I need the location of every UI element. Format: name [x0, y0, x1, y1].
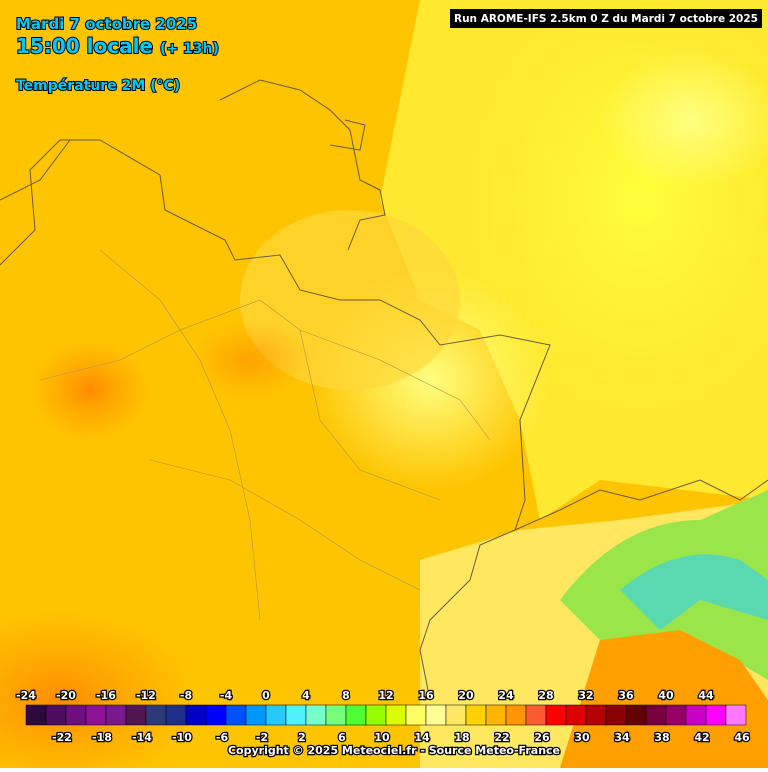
legend-swatch: [665, 704, 687, 726]
legend-swatch: [585, 704, 607, 726]
legend-swatch: [645, 704, 667, 726]
legend-swatch: [145, 704, 167, 726]
legend-swatch: [25, 704, 47, 726]
legend-label: 2: [298, 731, 306, 744]
legend-label: 8: [342, 689, 350, 702]
legend-label: -16: [96, 689, 116, 702]
legend-swatch: [545, 704, 567, 726]
legend-label: 24: [498, 689, 514, 702]
legend-label: 12: [378, 689, 393, 702]
legend-swatch: [685, 704, 707, 726]
legend-swatch: [105, 704, 127, 726]
legend-label: -4: [220, 689, 233, 702]
legend-swatch: [405, 704, 427, 726]
legend-swatch: [505, 704, 527, 726]
run-label: Run AROME-IFS 2.5km 0 Z du Mardi 7 octob…: [454, 13, 758, 25]
legend-label: 34: [614, 731, 630, 744]
copyright: Copyright © 2025 Meteociel.fr - Source M…: [228, 744, 560, 757]
legend-swatch: [45, 704, 67, 726]
legend-swatch: [605, 704, 627, 726]
legend-label: 22: [494, 731, 509, 744]
legend-swatch: [85, 704, 107, 726]
legend-swatch: [205, 704, 227, 726]
legend-label: 4: [302, 689, 310, 702]
legend-label: 14: [414, 731, 430, 744]
date: Mardi 7 octobre 2025: [16, 15, 197, 33]
legend-label: 18: [454, 731, 469, 744]
legend-label: 32: [578, 689, 593, 702]
offset: (+ 13h): [160, 41, 219, 57]
legend-label: 46: [734, 731, 750, 744]
legend-swatch: [65, 704, 87, 726]
time: 15:00 locale: [16, 34, 153, 58]
legend-swatch: [465, 704, 487, 726]
legend-swatch: [305, 704, 327, 726]
legend-label: -8: [180, 689, 192, 702]
legend-swatch: [165, 704, 187, 726]
legend-swatch: [245, 704, 267, 726]
legend-label: 10: [374, 731, 390, 744]
legend-swatch: [345, 704, 367, 726]
legend-label: 20: [458, 689, 474, 702]
legend-label: -14: [132, 731, 152, 744]
legend-label: 44: [698, 689, 714, 702]
legend-swatch: [525, 704, 547, 726]
legend-swatch: [325, 704, 347, 726]
legend-label: 38: [654, 731, 669, 744]
legend-label: -24: [16, 689, 36, 702]
legend-label: 26: [534, 731, 550, 744]
legend-label: 28: [538, 689, 553, 702]
legend-label: -22: [52, 731, 72, 744]
run-box: [450, 9, 762, 28]
legend-label: 16: [418, 689, 434, 702]
legend-label: -20: [56, 689, 76, 702]
borders: [0, 79, 768, 701]
legend-label: 6: [338, 731, 346, 744]
legend-swatch: [705, 704, 727, 726]
legend-label: 36: [618, 689, 634, 702]
variable: Température 2M (°C): [16, 78, 180, 94]
legend-label: -6: [216, 731, 229, 744]
legend-swatch: [225, 704, 247, 726]
legend-label: -2: [256, 731, 268, 744]
legend-swatch: [265, 704, 287, 726]
legend-label: 30: [574, 731, 590, 744]
legend-swatch: [425, 704, 447, 726]
legend-label: 42: [694, 731, 709, 744]
legend-label: 40: [658, 689, 674, 702]
legend-swatch: [565, 704, 587, 726]
legend-swatch: [625, 704, 647, 726]
legend-label: -12: [136, 689, 156, 702]
legend-swatch: [125, 704, 147, 726]
legend-label: -18: [92, 731, 112, 744]
legend-swatch: [185, 704, 207, 726]
legend-label: 0: [262, 689, 270, 702]
legend-swatch: [285, 704, 307, 726]
legend-label: -10: [172, 731, 192, 744]
legend-swatch: [725, 704, 747, 726]
legend-swatch: [485, 704, 507, 726]
legend-swatch: [385, 704, 407, 726]
legend-swatch: [365, 704, 387, 726]
legend: -24-22-20-18-16-14-12-10-8-6-4-202468101…: [15, 688, 751, 746]
legend-swatch: [445, 704, 467, 726]
